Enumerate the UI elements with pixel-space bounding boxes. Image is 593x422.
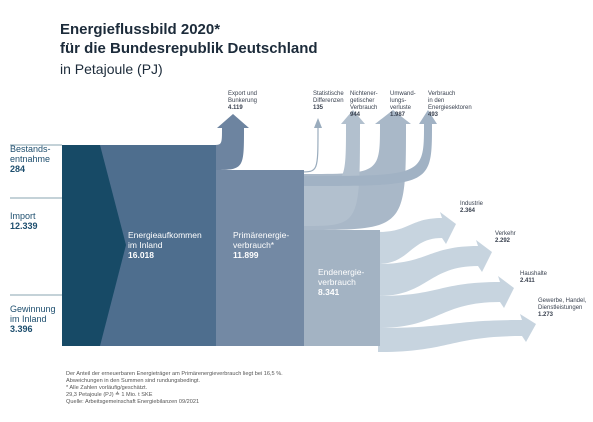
b: verbrauch xyxy=(318,277,356,287)
export-arrow xyxy=(212,114,249,170)
n: Quelle: Arbeitsgemeinschaft Energiebilan… xyxy=(66,399,199,405)
b: im Inland xyxy=(128,240,163,250)
n: * Alle Zahlen vorläufig/geschätzt. xyxy=(66,385,148,391)
bv: 11.899 xyxy=(233,250,259,260)
flows xyxy=(10,110,536,352)
b: Endenergie- xyxy=(318,267,364,277)
n: 29,3 Petajoule (PJ) ≙ 1 Mio. t SKE xyxy=(66,391,153,398)
block xyxy=(212,170,304,346)
o: Statistische xyxy=(313,91,344,97)
o: Dienstleistungen xyxy=(538,305,582,311)
o: Bunkerung xyxy=(228,98,257,104)
ov: 2.364 xyxy=(460,208,476,214)
o: Haushalte xyxy=(520,271,548,277)
sector-arrow xyxy=(378,212,456,264)
o: in den xyxy=(428,98,444,104)
o: Industrie xyxy=(460,201,484,207)
o: Gewerbe, Handel, xyxy=(538,298,587,304)
stat-line xyxy=(299,127,319,173)
o: Differenzen xyxy=(313,98,344,104)
source-band xyxy=(62,145,126,346)
b: Primärenergie- xyxy=(233,230,289,240)
sv: 3.396 xyxy=(10,324,33,334)
sector-arrow xyxy=(378,276,514,328)
s: Bestands- xyxy=(10,144,51,154)
u: in Petajoule (PJ) xyxy=(60,61,163,77)
ov: 4.119 xyxy=(228,105,243,111)
sector-arrow xyxy=(378,314,536,352)
bv: 16.018 xyxy=(128,250,154,260)
loss-arrow xyxy=(302,110,365,226)
s: Gewinnung xyxy=(10,304,56,314)
bv: 8.341 xyxy=(318,287,340,297)
ov: 944 xyxy=(350,112,361,118)
sector-arrow xyxy=(378,240,492,296)
t: für die Bundesrepublik Deutschland xyxy=(60,40,318,57)
o: Energiesektoren xyxy=(428,105,472,111)
o: Nichtener- xyxy=(350,91,378,97)
s: Import xyxy=(10,211,36,221)
o: Umwand- xyxy=(390,91,416,97)
b: verbrauch* xyxy=(233,240,275,250)
o: getischer xyxy=(350,98,374,104)
ov: 135 xyxy=(313,105,324,111)
n: Abweichungen in den Summen sind rundungs… xyxy=(66,378,200,384)
block xyxy=(300,230,380,346)
n: Der Anteil der erneuerbaren Energieträge… xyxy=(66,371,283,377)
ov: 1.987 xyxy=(390,112,406,118)
ov: 2.411 xyxy=(520,278,535,284)
ov: 493 xyxy=(428,112,439,118)
stat-head xyxy=(314,118,322,128)
s: im Inland xyxy=(10,314,47,324)
o: Verbrauch xyxy=(350,105,377,111)
sv: 284 xyxy=(10,164,25,174)
b: Energieaufkommen xyxy=(128,230,202,240)
t: Energieflussbild 2020* xyxy=(60,21,220,38)
o: verluste xyxy=(390,105,412,111)
o: lungs- xyxy=(390,98,406,104)
o: Verkehr xyxy=(495,231,516,237)
labels: Energieflussbild 2020* für die Bundesrepu… xyxy=(10,21,587,405)
ov: 2.292 xyxy=(495,238,511,244)
o: Verbrauch xyxy=(428,91,455,97)
sv: 12.339 xyxy=(10,221,38,231)
loss-arrow xyxy=(302,110,437,186)
o: Export und xyxy=(228,91,257,97)
s: entnahme xyxy=(10,154,50,164)
ov: 1.273 xyxy=(538,312,554,318)
